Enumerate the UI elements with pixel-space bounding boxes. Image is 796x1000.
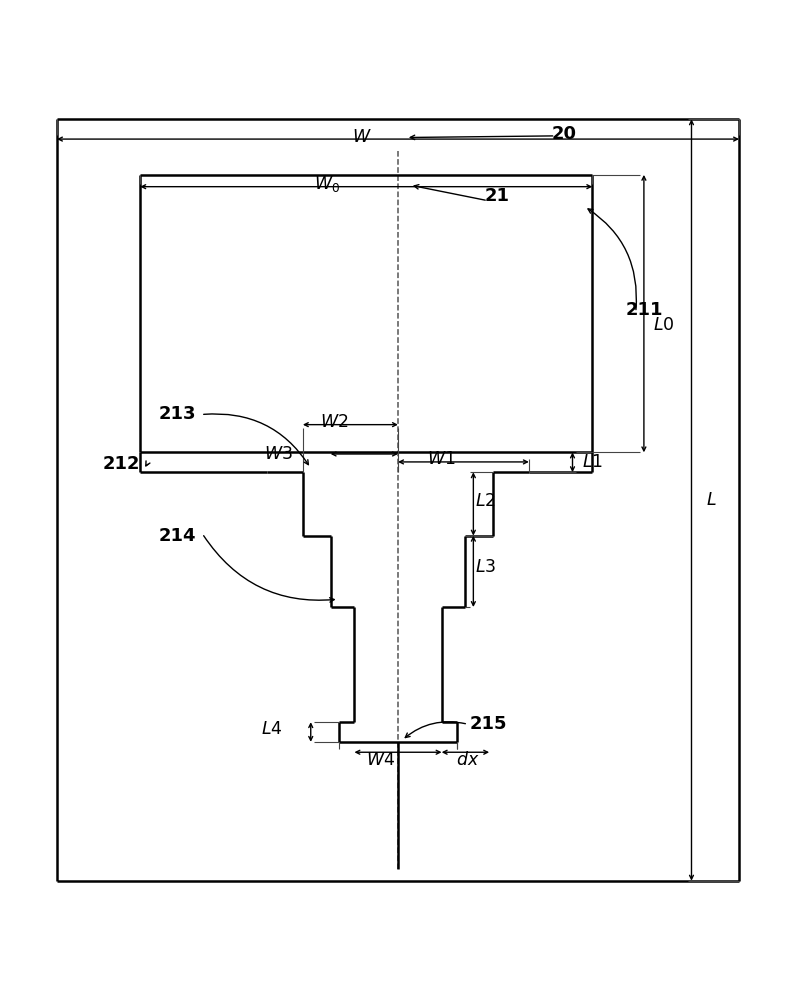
Text: $W$: $W$ bbox=[353, 128, 373, 146]
Text: $L$: $L$ bbox=[706, 491, 716, 509]
Text: 215: 215 bbox=[470, 715, 507, 733]
Text: $W_0$: $W_0$ bbox=[314, 174, 340, 194]
Text: $W2$: $W2$ bbox=[320, 413, 349, 431]
Text: 213: 213 bbox=[158, 405, 196, 423]
Text: $dx$: $dx$ bbox=[456, 751, 479, 769]
Text: $W4$: $W4$ bbox=[366, 751, 395, 769]
Text: 212: 212 bbox=[103, 455, 140, 473]
Text: $L4$: $L4$ bbox=[261, 720, 283, 738]
Text: $L1$: $L1$ bbox=[582, 453, 603, 471]
Text: $W3$: $W3$ bbox=[264, 445, 293, 463]
Text: 211: 211 bbox=[625, 301, 662, 319]
Text: $L2$: $L2$ bbox=[474, 492, 496, 510]
Text: $W1$: $W1$ bbox=[427, 450, 456, 468]
Text: 214: 214 bbox=[158, 527, 196, 545]
Text: 20: 20 bbox=[552, 125, 577, 143]
Text: 21: 21 bbox=[485, 187, 509, 205]
Text: $L0$: $L0$ bbox=[653, 316, 674, 334]
Text: $L3$: $L3$ bbox=[474, 558, 496, 576]
